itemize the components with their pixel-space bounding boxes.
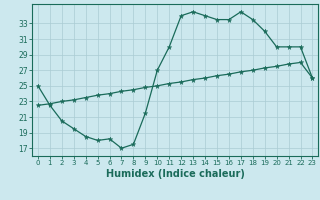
X-axis label: Humidex (Indice chaleur): Humidex (Indice chaleur) [106,169,244,179]
